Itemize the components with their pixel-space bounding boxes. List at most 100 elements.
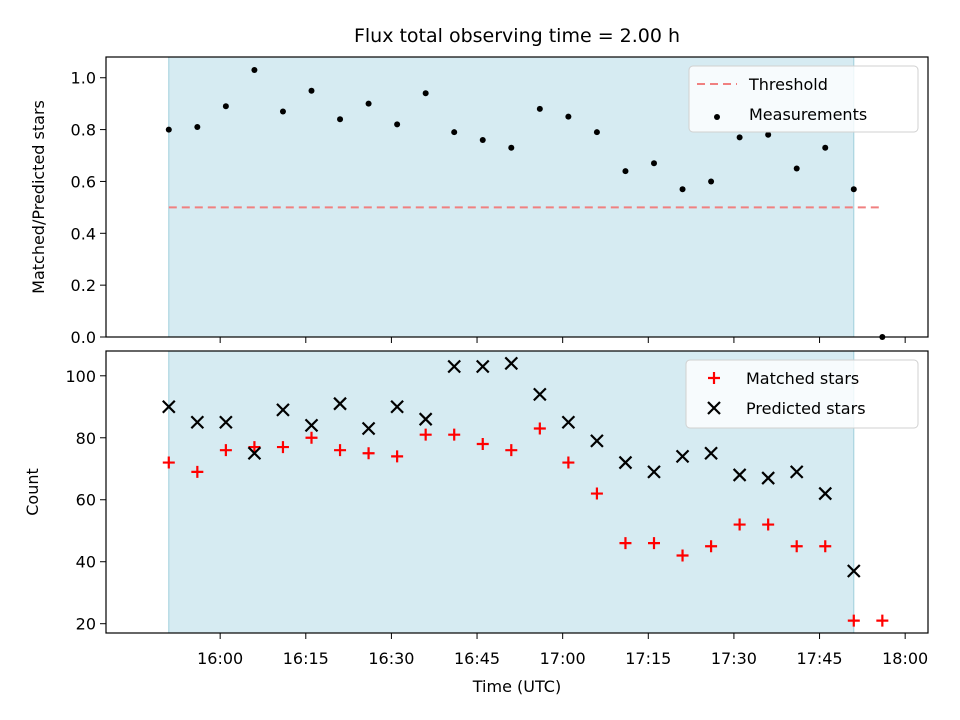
bottom-predicted-star-point [647,465,661,479]
bottom-predicted-star-point [447,359,461,374]
top-measurement-point [308,87,315,94]
bottom-predicted-star-point [390,400,404,414]
top-measurement-point [651,160,657,167]
bottom-matched-star-point [305,431,318,444]
bottom-matched-star-point [191,465,204,478]
bottom-predicted-star-point [333,396,347,411]
bottom-predicted-star-point [675,449,690,464]
bottom-x-tick-label: 17:00 [540,649,586,668]
top-y-tick-label: 0.4 [71,224,96,243]
bottom-matched-star-point [391,450,404,463]
top-measurement-point [708,178,715,185]
bottom-predicted-star-point [590,434,604,448]
top-axes-frame [105,56,929,338]
bottom-y-tick-label: 100 [65,367,96,386]
top-measurement-point [622,168,629,175]
bottom-predicted-star-point [247,446,262,461]
bottom-matched-star-point [448,428,461,441]
bottom-y-axis-label: Count [23,468,42,516]
bottom-x-tick-label: 16:30 [368,649,414,668]
top-measurement-point [222,103,229,110]
bottom-matched-star-point [476,437,489,450]
bottom-predicted-star-point [732,468,747,482]
top-measurement-point [279,108,286,115]
bottom-predicted-star-point [162,400,176,414]
bottom-legend-label: Matched stars [746,369,859,388]
top-legend-box [688,65,919,133]
bottom-matched-star-point [590,487,603,500]
bottom-x-tick-label: 17:45 [796,649,842,668]
top-measurement-point [565,113,572,120]
bottom-legend-predicted-swatch [707,401,721,415]
bottom-y-tick-label: 60 [76,491,96,510]
bottom-panel: 20 40 60 80 100 16:00 16:15 16:30 16:45 17:00 17:1… [65,350,929,668]
x-axis-label: Time (UTC) [472,677,561,696]
top-measurement-point [365,100,372,107]
bottom-predicted-star-point [361,421,376,436]
top-legend-label: Threshold [748,75,828,94]
bottom-matched-star-point [733,518,746,531]
top-measurement-point [337,116,344,123]
top-y-tick-label: 0.8 [71,121,96,140]
bottom-predicted-star-point [618,455,633,470]
top-y-tick-label: 0.2 [71,276,96,295]
bottom-matched-star-point [533,422,546,435]
bottom-x-tick-label: 16:45 [454,649,500,668]
top-measurement-point [394,121,401,128]
top-measurement-point [194,124,201,130]
bottom-predicted-star-point [847,564,861,578]
bottom-matched-star-point [648,537,660,550]
bottom-legend-label: Predicted stars [746,399,866,418]
top-measurement-point [508,144,515,151]
bottom-x-tick-label: 18:00 [882,649,928,668]
top-measurement-point [422,90,429,97]
top-legend-label: Measurements [749,105,867,124]
bottom-legend-box [685,359,919,429]
top-measurement-point [736,134,743,141]
top-measurement-point [479,136,486,143]
top-measurement-point [165,126,172,133]
bottom-predicted-star-point [304,418,319,433]
top-measurement-point [536,105,543,112]
top-measurement-point [451,129,458,136]
top-y-tick-label: 1.0 [71,69,96,88]
bottom-predicted-star-point [704,446,718,461]
bottom-matched-star-point [276,441,289,454]
bottom-predicted-star-point [276,403,290,417]
bottom-predicted-star-point [504,356,519,371]
bottom-matched-star-point [676,549,689,562]
top-measurement-point [679,186,686,193]
top-y-tick-label: 0.6 [71,172,96,191]
bottom-matched-star-point [334,444,347,457]
bottom-x-tick-label: 16:00 [197,649,243,668]
top-panel: 0.0 0.2 0.4 0.6 0.8 1.0 Threshold Measurements [71,56,929,347]
top-measurement-point [765,131,772,138]
bottom-predicted-star-point [789,465,804,479]
bottom-matched-star-point [362,447,375,460]
bottom-x-tick-label: 16:15 [283,649,329,668]
bottom-matched-star-point [762,518,775,531]
bottom-matched-star-point [876,614,889,627]
bottom-matched-star-point [248,441,261,454]
bottom-predicted-star-point [818,486,833,501]
chart-title: Flux total observing time = 2.00 h [354,25,680,47]
bottom-legend-matched-swatch [708,372,720,384]
bottom-matched-star-point [162,456,175,469]
bottom-matched-star-point [847,614,860,627]
top-y-tick-label: 0.0 [71,328,96,347]
top-measurement-point [251,66,258,73]
bottom-predicted-star-point [475,359,490,374]
bottom-y-tick-label: 40 [76,553,96,572]
top-measurement-point [793,165,800,172]
top-measurement-point [850,186,857,193]
bottom-predicted-star-point [418,412,433,426]
bottom-x-tick-label: 17:15 [625,649,671,668]
bottom-matched-star-point [705,540,718,553]
bottom-matched-star-point [619,537,632,550]
bottom-matched-star-point [790,540,803,553]
bottom-matched-star-point [419,428,432,441]
bottom-matched-star-point [562,456,575,469]
bottom-predicted-star-point [761,471,775,485]
bottom-axes-frame [105,350,929,634]
bottom-predicted-star-point [219,415,233,430]
